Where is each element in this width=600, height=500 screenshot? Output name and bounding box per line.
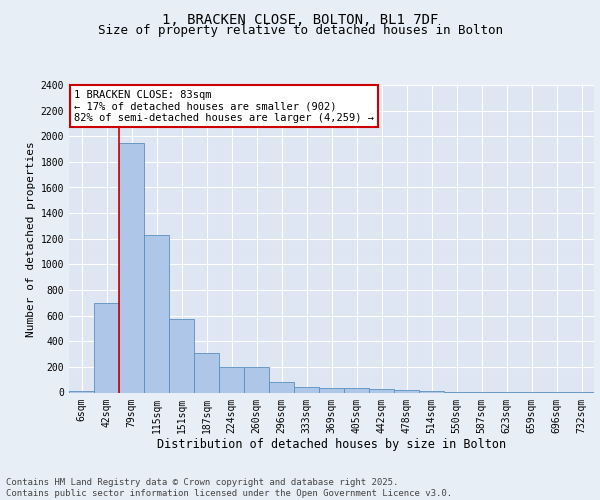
Bar (169, 319, 194, 392)
Bar (394, 390, 419, 392)
Bar (219, 367, 244, 392)
X-axis label: Distribution of detached houses by size in Bolton: Distribution of detached houses by size … (157, 438, 506, 451)
Y-axis label: Number of detached properties: Number of detached properties (26, 141, 37, 336)
Bar (419, 390, 444, 392)
Bar (94, 303, 119, 392)
Text: Size of property relative to detached houses in Bolton: Size of property relative to detached ho… (97, 24, 503, 37)
Bar (319, 388, 344, 392)
Bar (369, 390, 394, 392)
Text: Contains HM Land Registry data © Crown copyright and database right 2025.
Contai: Contains HM Land Registry data © Crown c… (6, 478, 452, 498)
Text: 1 BRACKEN CLOSE: 83sqm
← 17% of detached houses are smaller (902)
82% of semi-de: 1 BRACKEN CLOSE: 83sqm ← 17% of detached… (74, 90, 374, 123)
Bar (119, 142, 144, 392)
Bar (244, 367, 269, 392)
Bar (294, 386, 319, 392)
Bar (69, 390, 94, 392)
Bar (344, 388, 369, 392)
Bar (194, 354, 219, 393)
Text: 1, BRACKEN CLOSE, BOLTON, BL1 7DF: 1, BRACKEN CLOSE, BOLTON, BL1 7DF (162, 12, 438, 26)
Bar (144, 235, 169, 392)
Bar (269, 382, 294, 392)
